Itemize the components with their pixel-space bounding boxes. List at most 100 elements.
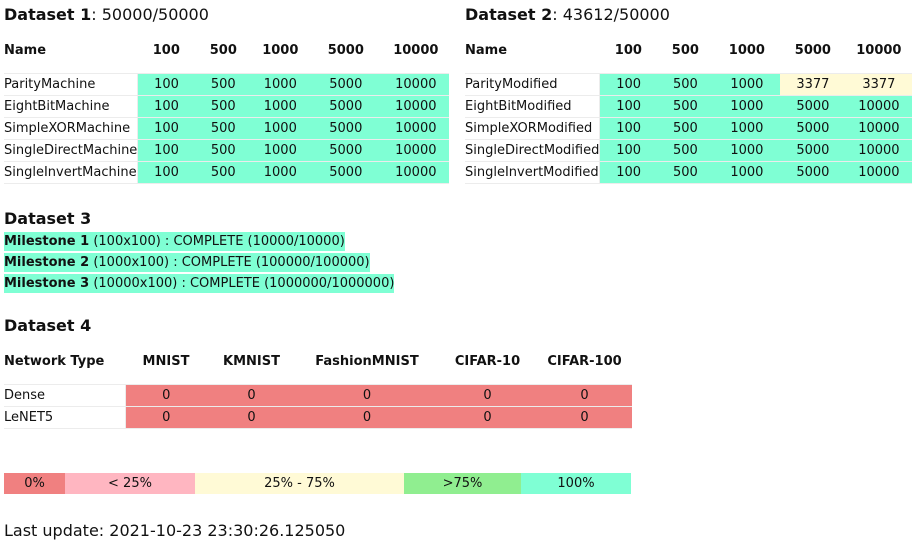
row-name: SingleDirectModified [465,139,601,162]
dataset4-header-network-type: Network Type [4,353,105,369]
score-cell: 10000 [382,161,449,184]
score-cell: 3377 [845,73,912,96]
score-cell: 10000 [845,139,912,162]
dataset1-table: Name 100 500 1000 5000 10000 ParityMachi… [4,27,449,184]
score-cell: 10000 [845,95,912,118]
table-row: EightBitMachine 100 500 1000 5000 10000 [4,95,449,118]
score-cell: 500 [194,139,252,162]
score-cell: 500 [194,73,252,96]
score-cell: 0 [537,384,632,407]
score-cell: 10000 [382,139,449,162]
score-cell: 1000 [713,95,780,118]
table-row: SingleInvertMachine 100 500 1000 5000 10… [4,161,449,184]
dataset1-header-500: 500 [209,42,237,58]
score-cell: 0 [125,406,207,429]
table-row: SimpleXORModified 100 500 1000 5000 1000… [465,117,912,140]
milestone-label: Milestone 1 [4,234,90,249]
dataset1-header-row: Name 100 500 1000 5000 10000 [4,27,449,74]
score-cell: 5000 [779,95,846,118]
dataset1-score: : 50000/50000 [91,5,209,24]
score-cell: 1000 [713,73,780,96]
score-cell: 0 [296,406,438,429]
dataset3-title: Dataset 3 [4,209,92,228]
row-name: Dense [4,384,126,407]
dataset2-title: Dataset 2 [465,5,553,24]
table-row: EightBitModified 100 500 1000 5000 10000 [465,95,912,118]
milestone-1: Milestone 1 (100x100) : COMPLETE (10000/… [4,232,345,251]
score-cell: 0 [438,406,537,429]
score-cell: 500 [656,117,714,140]
score-cell: 100 [137,95,195,118]
score-cell: 5000 [308,161,383,184]
score-cell: 100 [599,117,657,140]
score-cell: 1000 [713,139,780,162]
table-row: LeNET5 0 0 0 0 0 [4,406,632,429]
score-cell: 0 [207,384,296,407]
row-name: SingleInvertMachine [4,161,139,184]
score-cell: 5000 [308,117,383,140]
last-update: Last update: 2021-10-23 23:30:26.125050 [4,521,346,540]
score-cell: 5000 [779,139,846,162]
score-cell: 500 [656,161,714,184]
milestone-2: Milestone 2 (1000x100) : COMPLETE (10000… [4,253,370,272]
row-name: ParityMachine [4,73,139,96]
score-cell: 100 [137,161,195,184]
score-cell: 500 [194,95,252,118]
score-cell: 500 [656,73,714,96]
row-name: SingleInvertModified [465,161,601,184]
dataset2-header-10000: 10000 [856,42,902,58]
dataset1-header-1000: 1000 [262,42,299,58]
dataset4-header-mnist: MNIST [142,353,190,369]
legend-25-75: 25% - 75% [195,473,404,494]
score-cell: 1000 [251,73,309,96]
dataset2-header-name: Name [465,42,508,58]
score-cell: 1000 [251,95,309,118]
dataset2-header-100: 100 [614,42,642,58]
table-row: ParityModified 100 500 1000 3377 3377 [465,73,912,96]
row-name: ParityModified [465,73,601,96]
table-row: Dense 0 0 0 0 0 [4,384,632,407]
milestone-detail: (10000x100) : COMPLETE (1000000/1000000) [89,276,395,291]
score-cell: 100 [599,95,657,118]
score-cell: 10000 [382,95,449,118]
color-legend: 0% < 25% 25% - 75% >75% 100% [4,473,631,494]
score-cell: 100 [137,139,195,162]
score-cell: 3377 [779,73,846,96]
table-row: SingleDirectModified 100 500 1000 5000 1… [465,139,912,162]
milestone-detail: (1000x100) : COMPLETE (100000/100000) [89,255,370,270]
dataset4-header-fashionmnist: FashionMNIST [315,353,419,369]
milestone-3: Milestone 3 (10000x100) : COMPLETE (1000… [4,274,395,293]
dataset2-table: Name 100 500 1000 5000 10000 ParityModif… [465,27,912,184]
legend-under-25: < 25% [65,473,195,494]
dataset4-title: Dataset 4 [4,316,92,335]
score-cell: 5000 [779,117,846,140]
dataset1-title: Dataset 1 [4,5,92,24]
dataset2-header-row: Name 100 500 1000 5000 10000 [465,27,912,74]
dataset4-table: Network Type MNIST KMNIST FashionMNIST C… [4,338,632,429]
score-cell: 0 [438,384,537,407]
dataset1-header-100: 100 [152,42,180,58]
dataset4-header-row: Network Type MNIST KMNIST FashionMNIST C… [4,338,632,385]
table-row: SingleInvertModified 100 500 1000 5000 1… [465,161,912,184]
score-cell: 1000 [251,139,309,162]
dataset1-header-5000: 5000 [327,42,364,58]
score-cell: 1000 [251,161,309,184]
table-row: SimpleXORMachine 100 500 1000 5000 10000 [4,117,449,140]
row-name: SingleDirectMachine [4,139,139,162]
score-cell: 100 [599,161,657,184]
score-cell: 1000 [713,161,780,184]
score-cell: 100 [137,73,195,96]
score-cell: 5000 [308,73,383,96]
milestone-label: Milestone 2 [4,255,90,270]
dataset1-header-10000: 10000 [393,42,439,58]
legend-complete: 100% [521,473,631,494]
score-cell: 100 [599,73,657,96]
table-row: ParityMachine 100 500 1000 5000 10000 [4,73,449,96]
score-cell: 100 [599,139,657,162]
score-cell: 100 [137,117,195,140]
dataset1-header-name: Name [4,42,47,58]
row-name: EightBitMachine [4,95,139,118]
score-cell: 500 [656,95,714,118]
dataset4-header-cifar10: CIFAR-10 [454,353,521,369]
legend-over-75: >75% [404,473,521,494]
